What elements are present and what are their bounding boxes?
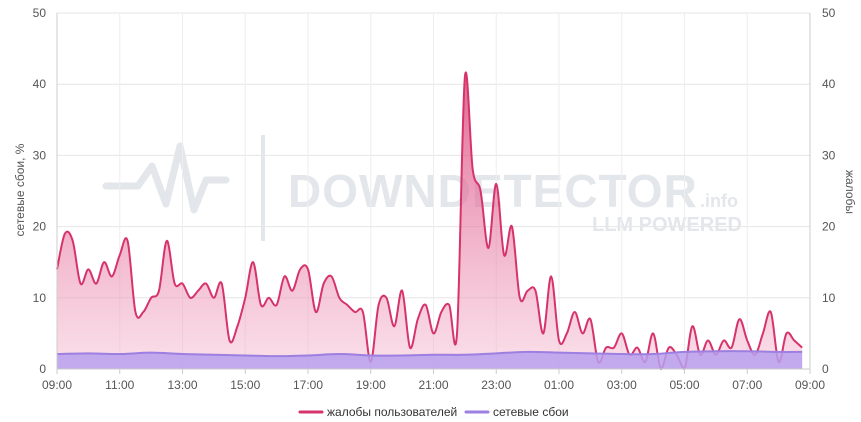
- watermark-pulse-icon: [102, 142, 230, 214]
- y-axis-title-right: жалобы: [843, 170, 857, 214]
- x-tick-label: 09:00: [795, 378, 825, 392]
- x-tick-label: 05:00: [669, 378, 699, 392]
- watermark-tagline: LLM POWERED: [592, 214, 742, 236]
- y-tick-label-right: 40: [822, 77, 836, 91]
- y-tick-label-right: 10: [822, 291, 836, 305]
- watermark-suffix: .info: [700, 191, 738, 211]
- series-line-1: [56, 350, 803, 358]
- legend-label: сетевые сбои: [493, 405, 569, 419]
- y-tick-label-right: 0: [822, 362, 829, 376]
- x-tick-label: 23:00: [481, 378, 511, 392]
- x-tick-label: 07:00: [732, 378, 762, 392]
- y-tick-label-left: 50: [33, 6, 47, 20]
- watermark: DOWNDETECTOR .info LLM POWERED: [102, 135, 742, 241]
- y-tick-label-right: 30: [822, 148, 836, 162]
- x-tick-label: 15:00: [230, 378, 260, 392]
- x-tick-label: 09:00: [42, 378, 72, 392]
- axes: 0 0 10 10 20 20 30 30 40 40 50 50 09:00 11:00 13:00 15:…: [33, 6, 836, 392]
- x-tick-label: 17:00: [293, 378, 323, 392]
- y-tick-label-right: 50: [822, 6, 836, 20]
- x-tick-label: 01:00: [544, 378, 574, 392]
- y-tick-label-left: 40: [33, 77, 47, 91]
- y-tick-label-right: 20: [822, 220, 836, 234]
- series-layer: [56, 71, 803, 370]
- x-tick-label: 19:00: [356, 378, 386, 392]
- y-tick-label-left: 30: [33, 148, 47, 162]
- x-tick-label: 03:00: [607, 378, 637, 392]
- x-tick-label: 11:00: [105, 378, 134, 392]
- legend-label: жалобы пользователей: [327, 405, 457, 419]
- series-area-0: [57, 72, 803, 370]
- y-tick-label-left: 20: [33, 220, 47, 234]
- x-tick-label: 21:00: [418, 378, 448, 392]
- legend: жалобы пользователей сетевые сбои: [298, 405, 569, 419]
- watermark-divider: [261, 135, 265, 241]
- y-axis-title-left: сетевые сбои, %: [13, 143, 27, 236]
- y-tick-label-left: 10: [33, 291, 47, 305]
- y-tick-label-left: 0: [39, 362, 46, 376]
- x-tick-label: 13:00: [167, 378, 197, 392]
